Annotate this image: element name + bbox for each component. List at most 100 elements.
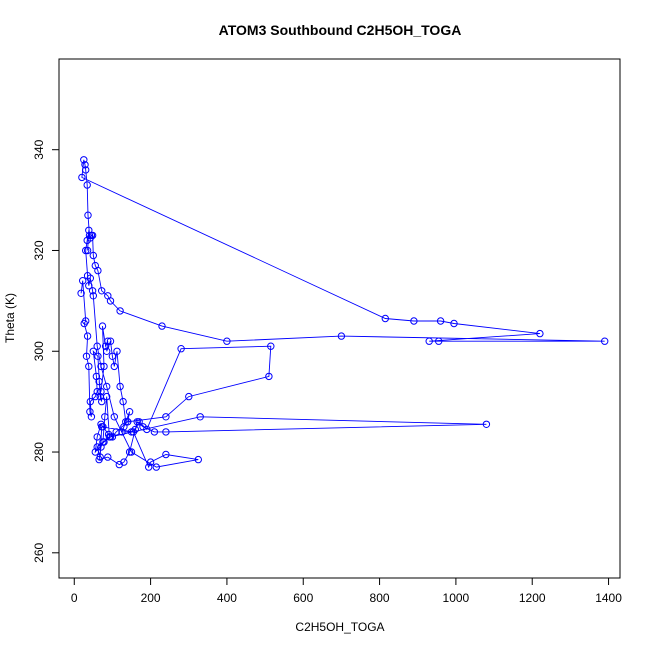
data-point xyxy=(86,234,95,242)
data-point xyxy=(115,460,124,469)
data-point xyxy=(104,453,112,461)
data-point xyxy=(99,438,107,446)
data-point xyxy=(185,392,193,401)
data-point xyxy=(133,418,141,426)
data-point xyxy=(83,246,92,255)
data-point xyxy=(410,317,418,325)
data-point xyxy=(104,337,112,345)
data-point xyxy=(435,337,443,345)
data-point xyxy=(143,425,151,434)
data-point xyxy=(100,362,108,371)
data-point xyxy=(91,448,100,456)
data-point xyxy=(86,408,94,416)
x-tick-label: 800 xyxy=(370,591,390,605)
data-point xyxy=(601,337,609,345)
data-point xyxy=(106,337,115,345)
data-point xyxy=(158,322,166,330)
data-point xyxy=(93,433,101,441)
data-point xyxy=(124,418,132,426)
x-tick-label: 1400 xyxy=(595,591,622,605)
data-point xyxy=(103,392,111,401)
data-point xyxy=(104,292,112,300)
data-point xyxy=(162,428,170,436)
data-point xyxy=(482,420,491,428)
data-point xyxy=(450,319,458,328)
data-point xyxy=(118,428,126,436)
y-tick-label: 300 xyxy=(32,341,46,361)
data-point xyxy=(110,413,119,421)
data-point xyxy=(96,453,104,461)
data-point xyxy=(103,347,111,355)
y-axis-title: Theta (K) xyxy=(3,293,17,343)
x-tick-label: 400 xyxy=(217,591,237,605)
data-point xyxy=(135,418,143,426)
data-point xyxy=(223,337,231,345)
data-point xyxy=(112,428,120,436)
data-point xyxy=(177,345,185,353)
x-tick-label: 0 xyxy=(71,591,78,605)
data-point xyxy=(119,397,127,406)
data-point xyxy=(129,428,138,436)
data-point xyxy=(194,455,203,464)
data-point xyxy=(77,289,85,297)
data-point xyxy=(98,287,106,295)
data-point xyxy=(108,352,117,360)
data-point xyxy=(85,282,93,290)
data-point xyxy=(98,423,106,431)
data-point xyxy=(337,332,346,340)
data-point xyxy=(93,342,101,350)
data-point xyxy=(120,423,128,431)
data-point xyxy=(101,413,109,421)
y-tick-label: 280 xyxy=(32,442,46,462)
data-point xyxy=(108,433,117,441)
data-point xyxy=(89,251,98,260)
x-axis: 0 200 400 600 800 1000 1200 1400 xyxy=(71,577,622,605)
x-tick-label: 200 xyxy=(141,591,161,605)
data-point xyxy=(79,277,87,285)
data-point xyxy=(82,166,90,174)
data-point xyxy=(110,362,119,371)
data-point xyxy=(97,387,105,396)
series-line xyxy=(80,159,605,469)
data-point xyxy=(98,322,107,330)
data-point xyxy=(95,377,103,386)
data-point xyxy=(113,347,121,355)
data-point xyxy=(89,292,98,300)
data-point xyxy=(91,392,100,401)
data-point xyxy=(81,161,89,169)
data-point xyxy=(80,156,88,164)
data-point xyxy=(89,347,98,355)
data-point xyxy=(139,423,147,431)
data-point xyxy=(196,413,204,421)
data-point xyxy=(127,448,136,456)
data-point xyxy=(80,319,88,328)
data-point xyxy=(381,314,389,323)
data-point xyxy=(125,408,134,416)
data-point xyxy=(116,382,124,391)
x-tick-label: 1000 xyxy=(443,591,470,605)
data-point xyxy=(97,443,105,451)
x-axis-title: C2H5OH_TOGA xyxy=(295,620,384,634)
data-point xyxy=(146,458,155,466)
data-point xyxy=(83,332,92,340)
x-tick-label: 600 xyxy=(293,591,313,605)
data-point xyxy=(122,418,130,426)
data-point xyxy=(82,246,90,255)
data-point xyxy=(125,448,134,456)
data-point xyxy=(162,413,170,421)
data-point xyxy=(83,181,91,189)
data-point xyxy=(86,397,95,406)
data-point xyxy=(98,397,106,406)
data-point xyxy=(84,211,92,219)
data-point xyxy=(93,443,101,451)
data-point xyxy=(91,261,100,270)
data-point xyxy=(267,342,275,350)
data-point xyxy=(425,337,433,345)
data-point xyxy=(83,272,92,280)
chart-title: ATOM3 Southbound C2H5OH_TOGA xyxy=(219,22,462,38)
data-point xyxy=(265,372,273,381)
data-point xyxy=(87,413,96,421)
series-layer xyxy=(77,156,609,471)
data-point xyxy=(94,352,102,360)
